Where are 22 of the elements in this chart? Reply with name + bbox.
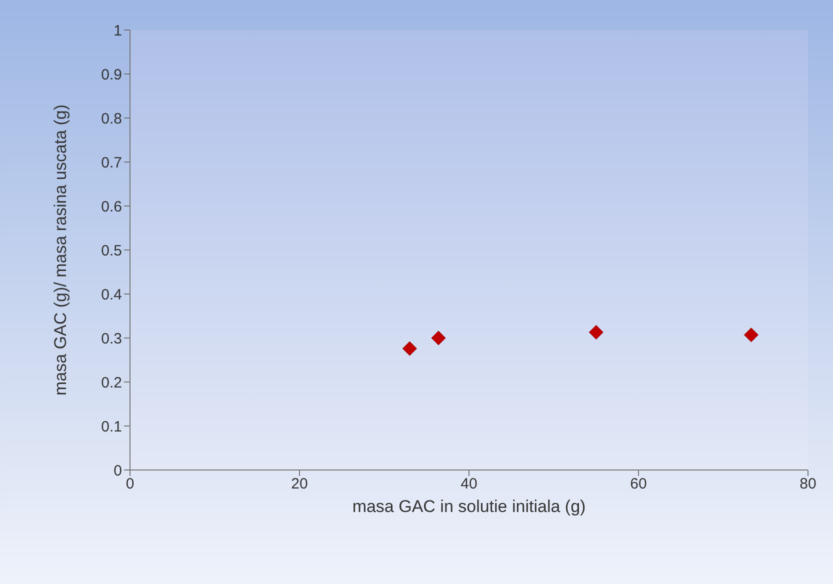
y-tick-label: 1: [114, 22, 122, 40]
point: [402, 341, 417, 356]
point: [431, 330, 446, 346]
y-tick-label: 0.9: [101, 66, 122, 84]
y-tick-label: 0.5: [101, 242, 122, 260]
y-tick-label: 0.6: [101, 198, 122, 216]
y-tick-label: 0.3: [101, 330, 122, 348]
point: [588, 325, 604, 340]
x-tick-label: 20: [291, 476, 308, 493]
y-tick-label: 0.7: [101, 154, 122, 172]
x-tick-label: 0: [126, 476, 134, 493]
y-tick-label: 0.1: [101, 418, 122, 436]
y-axis-title: masa GAC (g)/ masa rasina uscata (g): [51, 104, 70, 396]
y-tick-label: 0: [114, 462, 122, 480]
point: [744, 328, 758, 342]
x-tick-label: 60: [630, 476, 647, 493]
y-tick-label: 0.4: [101, 286, 122, 304]
y-tick-label: 0.8: [101, 110, 122, 128]
x-axis-title: masa GAC in solutie initiala (g): [352, 497, 586, 516]
y-tick-label: 0.2: [101, 374, 122, 392]
x-tick-label: 40: [460, 476, 478, 493]
x-tick-label: 80: [800, 476, 816, 493]
